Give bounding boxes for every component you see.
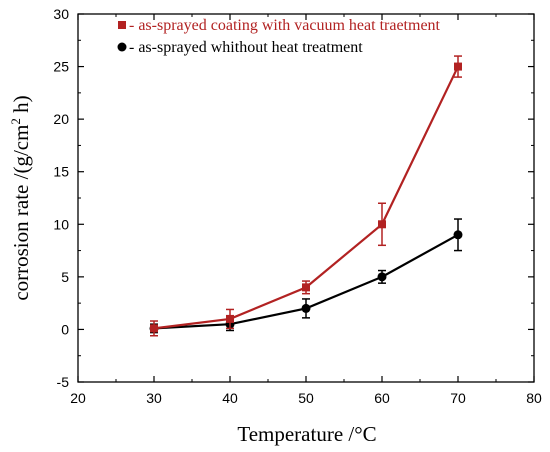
y-axis-title-superscript: 2 [8, 118, 23, 125]
legend-label: - as-sprayed whithout heat treatment [129, 39, 363, 56]
x-tick-label: 20 [70, 390, 86, 406]
plot-frame [77, 13, 535, 383]
y-tick-label: 25 [53, 59, 69, 75]
data-point-square [454, 62, 462, 71]
x-axis-title: Temperature /°C [237, 422, 376, 446]
axes: 20 30 40 50 60 70 80 -5 0 5 10 15 20 25 30 [53, 6, 542, 406]
y-axis-title: corrosion rate /(g/cm2 h) [8, 95, 33, 300]
y-tick-label: 0 [61, 321, 69, 337]
x-tick-label: 60 [374, 390, 390, 406]
data-point-circle [453, 230, 463, 240]
data-point-circle [377, 272, 387, 282]
legend-marker-square [118, 21, 126, 29]
series-1 [149, 218, 463, 334]
y-axis-title-main: corrosion rate /(g/cm [9, 125, 33, 301]
y-tick-label: 5 [61, 269, 69, 285]
y-tick-label: -5 [57, 374, 70, 390]
x-tick-label: 70 [450, 390, 466, 406]
data-point-square [378, 220, 386, 229]
legend-label: - as-sprayed coating with vacuum heat tr… [129, 17, 441, 34]
x-tick-label: 50 [298, 390, 314, 406]
x-tick-label: 40 [222, 390, 238, 406]
x-tick-label: 80 [526, 390, 542, 406]
y-tick-label: 10 [53, 216, 69, 232]
legend-marker-circle [117, 42, 127, 52]
series-0 [150, 55, 462, 337]
legend: - as-sprayed coating with vacuum heat tr… [117, 17, 441, 56]
data-point-square [302, 283, 310, 292]
data-point-circle [301, 303, 311, 313]
y-axis-title-tail: h) [9, 95, 33, 118]
x-tick-label: 30 [146, 390, 162, 406]
y-tick-label: 20 [53, 111, 69, 127]
y-tick-label: 15 [53, 164, 69, 180]
data-point-square [150, 324, 158, 333]
series-layer [149, 55, 463, 337]
data-point-square [226, 314, 234, 323]
y-tick-label: 30 [53, 6, 69, 22]
